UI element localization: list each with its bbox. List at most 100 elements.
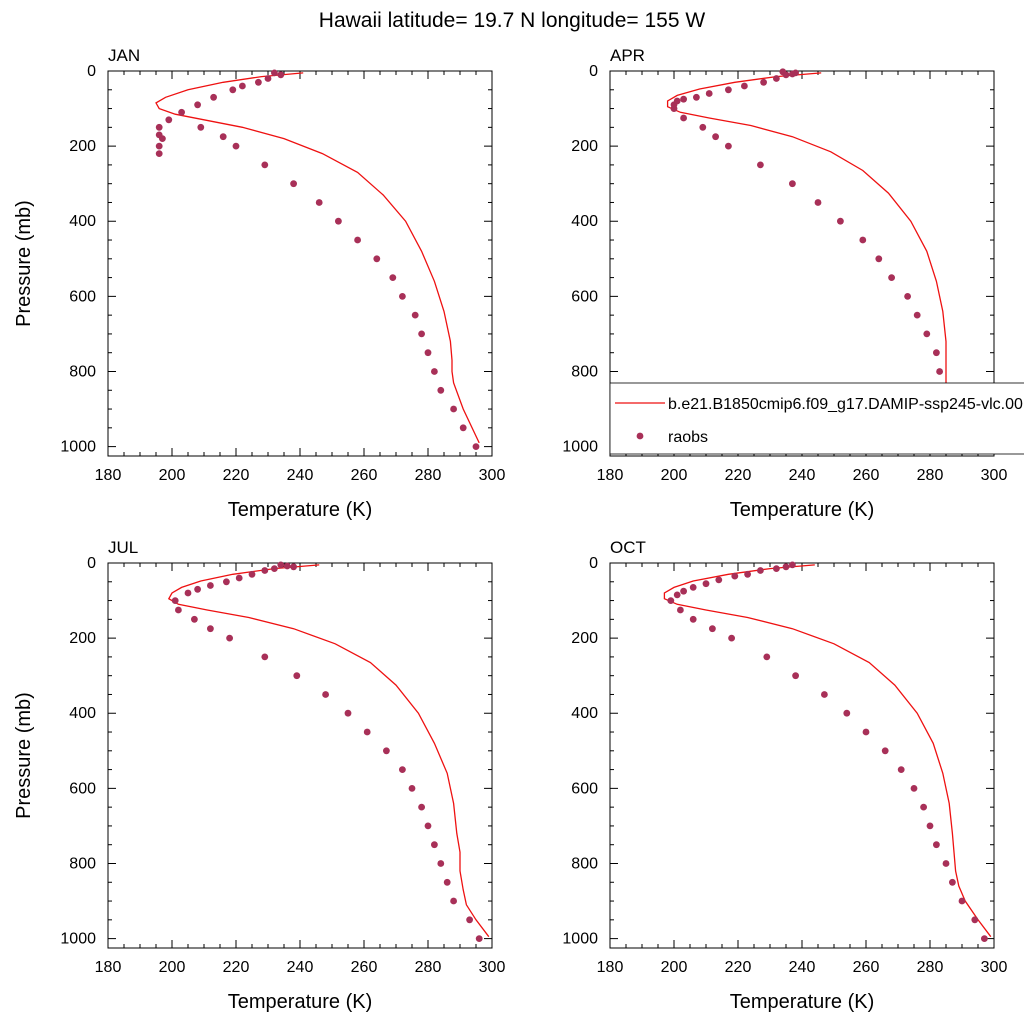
raobs-point: [207, 582, 214, 589]
raobs-point: [223, 578, 230, 586]
raobs-point: [373, 255, 381, 263]
raobs-point: [431, 841, 438, 849]
raobs-point: [271, 565, 278, 572]
y-tick-label: 800: [571, 363, 598, 380]
x-tick-label: 180: [95, 467, 122, 484]
x-tick-label: 260: [853, 467, 880, 484]
raobs-point: [155, 123, 163, 131]
raobs-point: [197, 123, 205, 131]
raobs-point: [178, 108, 186, 116]
raobs-point: [689, 615, 697, 623]
raobs-point: [411, 311, 419, 319]
y-tick-label: 1000: [60, 439, 96, 456]
raobs-point: [171, 597, 179, 604]
y-axis-title: Pressure (mb): [13, 200, 35, 327]
raobs-point: [383, 747, 390, 755]
raobs-point: [715, 576, 723, 584]
raobs-point: [773, 565, 780, 572]
raobs-point: [763, 653, 771, 661]
x-tick-label: 280: [917, 959, 944, 976]
raobs-point: [261, 161, 269, 169]
raobs-point: [389, 274, 397, 281]
x-tick-label: 240: [287, 467, 314, 484]
raobs-point: [437, 386, 445, 394]
raobs-point: [210, 93, 218, 101]
raobs-point: [699, 123, 707, 131]
raobs-point: [744, 570, 751, 578]
raobs-point: [712, 133, 719, 141]
x-tick-label: 200: [159, 959, 186, 976]
raobs-point: [271, 69, 278, 77]
raobs-point: [757, 161, 764, 169]
raobs-point: [155, 142, 163, 150]
raobs-point: [194, 585, 202, 593]
raobs-point: [290, 180, 297, 188]
raobs-point: [399, 293, 406, 300]
y-tick-label: 200: [571, 138, 598, 155]
raobs-point: [450, 405, 457, 413]
x-axis-title: Temperature (K): [228, 499, 373, 521]
x-tick-label: 280: [917, 467, 944, 484]
raobs-point: [926, 822, 934, 830]
y-tick-label: 1000: [562, 931, 598, 948]
y-tick-label: 200: [571, 630, 598, 647]
legend-marker-swatch: [636, 432, 644, 440]
raobs-point: [466, 916, 473, 924]
legend-obs-label: raobs: [668, 429, 708, 446]
raobs-point: [459, 424, 467, 432]
y-tick-label: 0: [87, 63, 96, 80]
y-tick-label: 1000: [562, 439, 598, 456]
raobs-point: [933, 349, 940, 357]
plot-frame: [609, 562, 995, 949]
x-tick-label: 260: [853, 959, 880, 976]
y-tick-label: 400: [69, 213, 96, 230]
raobs-point: [673, 591, 681, 599]
raobs-point: [981, 935, 988, 942]
raobs-point: [277, 561, 285, 569]
panel-jul: 180 200 220 240 260 280 300 0 200 400 600 800 1000 JU…: [13, 538, 505, 1013]
raobs-point: [773, 75, 780, 82]
raobs-point: [933, 841, 940, 849]
y-tick-label: 0: [589, 555, 598, 572]
raobs-point: [792, 672, 799, 680]
x-tick-label: 240: [789, 959, 816, 976]
raobs-point: [322, 691, 329, 698]
raobs-point: [897, 766, 905, 773]
raobs-point: [194, 101, 202, 109]
raobs-point: [443, 878, 451, 886]
raobs-point: [910, 785, 918, 792]
y-tick-label: 400: [69, 705, 96, 722]
x-tick-label: 300: [981, 959, 1008, 976]
raobs-point: [971, 916, 979, 924]
model-line: [663, 564, 992, 938]
raobs-point: [920, 803, 927, 811]
plot-frame: [107, 562, 493, 949]
raobs-point: [363, 728, 371, 736]
x-tick-label: 220: [223, 959, 250, 976]
raobs-point: [680, 587, 687, 595]
raobs-point: [958, 897, 966, 905]
raobs-point: [437, 860, 445, 867]
raobs-point: [165, 116, 173, 124]
raobs-point: [680, 114, 687, 122]
raobs-point: [261, 567, 269, 574]
raobs-point: [399, 766, 406, 773]
y-tick-label: 600: [69, 288, 96, 305]
x-tick-label: 300: [479, 467, 506, 484]
y-tick-label: 600: [69, 780, 96, 797]
raobs-point: [680, 95, 687, 103]
raobs-point: [725, 142, 732, 150]
x-axis-title: Temperature (K): [730, 991, 875, 1013]
raobs-point: [264, 75, 272, 82]
x-tick-label: 260: [351, 467, 378, 484]
raobs-point: [248, 570, 256, 578]
raobs-point: [431, 368, 438, 375]
raobs-point: [837, 217, 844, 225]
raobs-point: [475, 935, 483, 942]
raobs-point: [728, 634, 735, 642]
x-tick-label: 260: [351, 959, 378, 976]
raobs-point: [354, 236, 361, 244]
y-tick-label: 800: [571, 855, 598, 872]
raobs-point: [418, 330, 425, 338]
